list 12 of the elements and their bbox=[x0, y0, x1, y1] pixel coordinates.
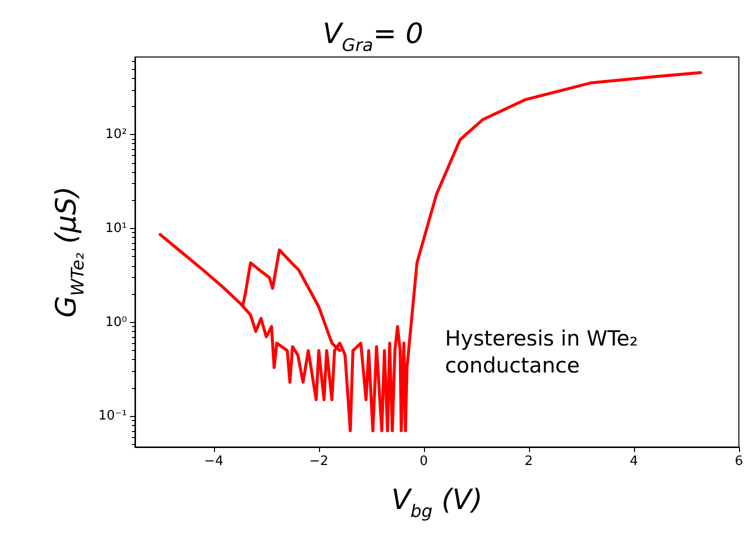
y-tick-label: 10² bbox=[105, 127, 127, 142]
y-tick-label: 10⁻¹ bbox=[98, 408, 127, 424]
annotation: Hysteresis in WTe₂ conductance bbox=[445, 326, 645, 378]
x-tick-label: 2 bbox=[524, 454, 533, 469]
y-tick-label: 10⁰ bbox=[105, 314, 127, 330]
x-tick-label: −2 bbox=[309, 454, 328, 469]
x-tick-label: 4 bbox=[630, 454, 638, 469]
y-axis-title: GWTe₂ (μS) bbox=[50, 186, 88, 318]
x-tick-label: 6 bbox=[734, 454, 744, 469]
y-tick-label: 10¹ bbox=[105, 220, 127, 236]
x-tick-label: −4 bbox=[204, 454, 224, 469]
x-tick-label: 0 bbox=[420, 454, 428, 469]
